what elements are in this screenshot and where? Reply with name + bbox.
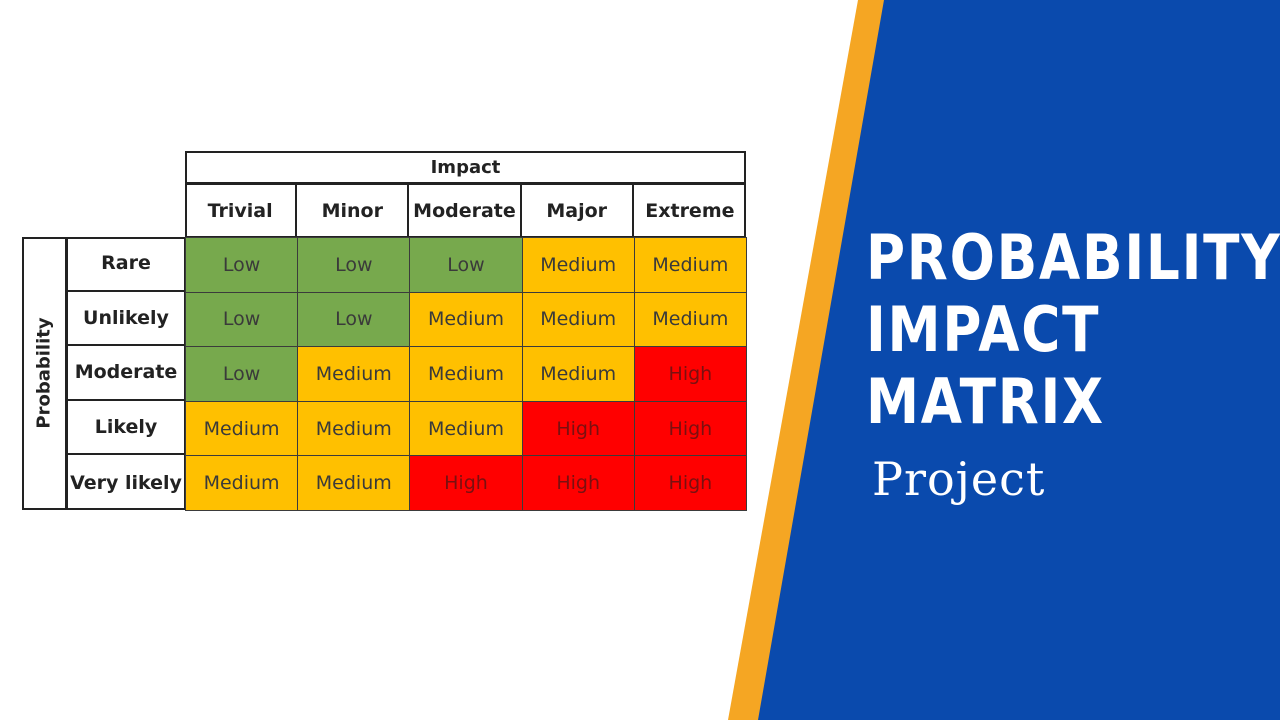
risk-cell-medium: Medium bbox=[521, 237, 635, 293]
row-header-very-likely: Very likely bbox=[70, 471, 182, 494]
column-header-trivial: Trivial bbox=[185, 183, 298, 238]
title-line-2: IMPACT bbox=[866, 293, 1101, 366]
row-header-moderate: Moderate bbox=[66, 346, 186, 401]
risk-cell-low: Low bbox=[409, 237, 523, 293]
title-line-1: PROBABILITY bbox=[866, 221, 1280, 294]
risk-cell-high: High bbox=[409, 455, 523, 511]
risk-cell-low: Low bbox=[185, 291, 299, 348]
column-header-major: Major bbox=[522, 183, 634, 238]
row-header-likely: Likely bbox=[66, 401, 186, 456]
column-header-extreme: Extreme bbox=[645, 199, 735, 222]
risk-cell-medium: Medium bbox=[297, 346, 411, 402]
risk-cell-medium: Medium bbox=[409, 291, 523, 348]
risk-cell-medium: Medium bbox=[633, 291, 747, 348]
column-header-minor: Minor bbox=[297, 183, 410, 238]
risk-cell-low: Low bbox=[297, 291, 411, 348]
column-header-moderate: Moderate bbox=[409, 183, 522, 238]
risk-cell-medium: Medium bbox=[297, 455, 411, 511]
risk-cell-low: Low bbox=[297, 237, 411, 293]
risk-cell-medium: Medium bbox=[185, 455, 299, 511]
risk-cell-medium: Medium bbox=[633, 237, 747, 293]
risk-cell-medium: Medium bbox=[297, 400, 411, 457]
subtitle: Project bbox=[872, 452, 1046, 506]
probability-header: Probability bbox=[33, 317, 55, 429]
title-line-3: MATRIX bbox=[866, 365, 1105, 438]
risk-cell-high: High bbox=[521, 455, 635, 511]
risk-cell-medium: Medium bbox=[409, 346, 523, 402]
risk-cell-low: Low bbox=[185, 346, 299, 402]
risk-cell-high: High bbox=[633, 455, 747, 511]
risk-cell-high: High bbox=[633, 346, 747, 402]
title-block: PROBABILITY IMPACT MATRIX bbox=[866, 221, 1280, 438]
risk-cell-medium: Medium bbox=[409, 400, 523, 457]
row-header-unlikely: Unlikely bbox=[66, 292, 186, 347]
blue-panel bbox=[758, 0, 1280, 720]
risk-cell-medium: Medium bbox=[521, 346, 635, 402]
risk-cell-high: High bbox=[633, 400, 747, 457]
risk-cell-medium: Medium bbox=[521, 291, 635, 348]
risk-cell-high: High bbox=[521, 400, 635, 457]
impact-header: Impact bbox=[185, 151, 746, 184]
row-header-rare: Rare bbox=[66, 237, 186, 292]
risk-cell-low: Low bbox=[185, 237, 299, 293]
risk-cell-medium: Medium bbox=[185, 400, 299, 457]
